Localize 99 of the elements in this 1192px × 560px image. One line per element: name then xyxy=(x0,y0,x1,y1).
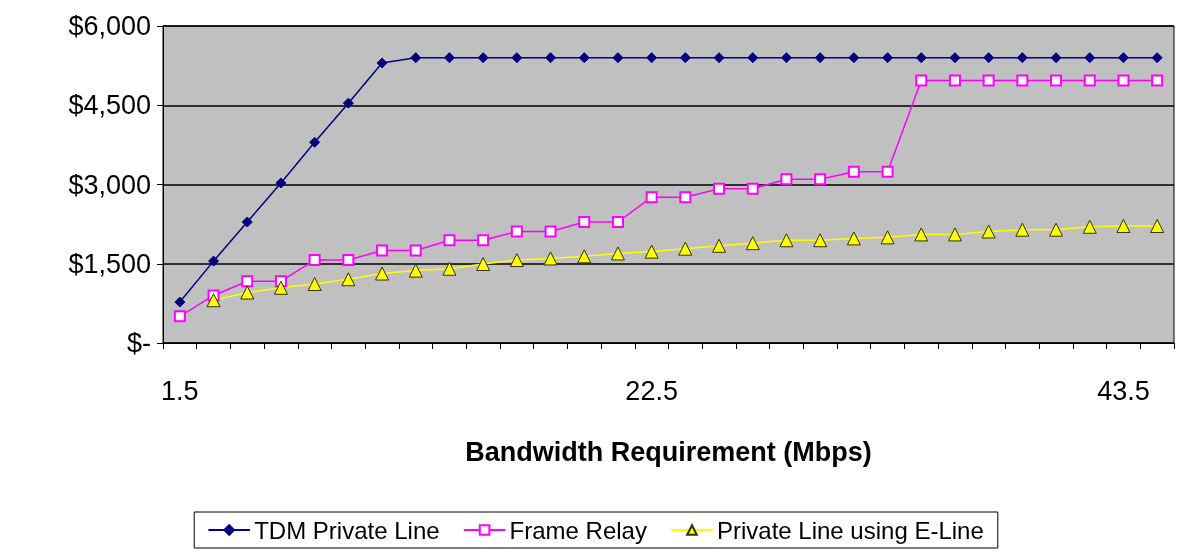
point xyxy=(241,216,253,228)
point xyxy=(509,253,524,268)
point xyxy=(847,165,860,178)
point xyxy=(745,236,760,251)
point xyxy=(814,52,826,64)
point xyxy=(342,254,355,267)
point xyxy=(915,52,927,64)
point xyxy=(577,249,592,264)
point xyxy=(307,276,322,291)
point xyxy=(1082,219,1097,234)
point xyxy=(1084,52,1096,64)
point xyxy=(948,74,961,87)
legend-label: Frame Relay xyxy=(509,516,647,544)
point xyxy=(880,230,895,245)
point xyxy=(813,233,828,248)
point xyxy=(712,238,727,253)
point xyxy=(679,191,692,204)
point xyxy=(408,263,423,278)
point xyxy=(983,52,995,64)
point xyxy=(208,255,220,267)
point xyxy=(846,231,861,246)
point xyxy=(308,254,321,267)
point xyxy=(375,266,390,281)
point xyxy=(1117,74,1130,87)
point xyxy=(510,225,523,238)
point xyxy=(779,233,794,248)
x-tick-label: 22.5 xyxy=(625,375,678,406)
point xyxy=(1083,74,1096,87)
point xyxy=(173,310,186,323)
point xyxy=(981,224,996,239)
point xyxy=(747,52,759,64)
point xyxy=(746,182,759,195)
point xyxy=(409,244,422,257)
point xyxy=(376,244,389,257)
point xyxy=(914,227,929,242)
y-tick-label: $6,000 xyxy=(68,11,151,41)
point xyxy=(544,225,557,238)
point xyxy=(713,52,725,64)
point xyxy=(1116,218,1131,233)
point xyxy=(644,244,659,259)
point xyxy=(443,52,455,64)
point xyxy=(1151,74,1164,87)
point xyxy=(410,52,422,64)
y-tick-label: $1,500 xyxy=(68,248,151,279)
point xyxy=(915,74,928,87)
point xyxy=(477,234,490,247)
point xyxy=(511,52,523,64)
point xyxy=(780,52,792,64)
point xyxy=(949,52,961,64)
point xyxy=(814,173,827,186)
point xyxy=(611,216,624,229)
point xyxy=(477,52,489,64)
point xyxy=(174,296,186,308)
point xyxy=(678,241,693,256)
point xyxy=(947,227,962,242)
point xyxy=(1150,218,1165,233)
x-tick-label: 1.5 xyxy=(161,375,199,406)
point xyxy=(1049,222,1064,237)
point xyxy=(376,57,388,69)
point xyxy=(476,257,491,272)
point xyxy=(882,52,894,64)
point xyxy=(1151,52,1163,64)
legend-label: TDM Private Line xyxy=(254,516,440,544)
point xyxy=(545,52,557,64)
point xyxy=(679,52,691,64)
y-tick-label: $4,500 xyxy=(68,90,151,121)
point xyxy=(612,52,624,64)
point xyxy=(241,275,254,288)
point xyxy=(848,52,860,64)
point xyxy=(443,234,456,247)
legend-label: Private Line using E-Line xyxy=(716,516,984,544)
x-axis-title: Bandwidth Requirement (Mbps) xyxy=(465,436,872,467)
point xyxy=(206,293,221,308)
point xyxy=(1016,74,1029,87)
point xyxy=(240,285,255,300)
point xyxy=(645,191,658,204)
point xyxy=(273,280,288,295)
point xyxy=(543,251,558,266)
point xyxy=(713,182,726,195)
point xyxy=(1050,74,1063,87)
point xyxy=(342,97,354,109)
y-tick-label: $- xyxy=(126,328,151,358)
point xyxy=(1016,52,1028,64)
point xyxy=(1117,52,1129,64)
point xyxy=(341,272,356,287)
point xyxy=(881,165,894,178)
point xyxy=(578,216,591,229)
point xyxy=(578,52,590,64)
point xyxy=(646,52,658,64)
y-tick-label: $3,000 xyxy=(68,169,151,200)
point xyxy=(275,177,287,189)
point xyxy=(982,74,995,87)
point xyxy=(610,246,625,261)
point xyxy=(780,173,793,186)
x-tick-label: 43.5 xyxy=(1097,375,1150,406)
point xyxy=(1015,222,1030,237)
point xyxy=(309,136,321,148)
point xyxy=(442,261,457,276)
point xyxy=(1050,52,1062,64)
